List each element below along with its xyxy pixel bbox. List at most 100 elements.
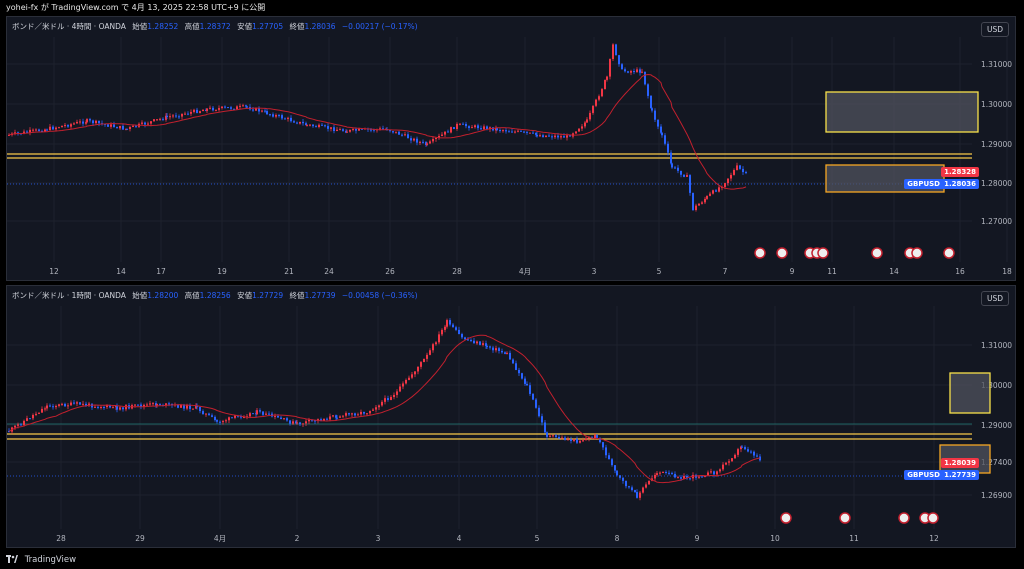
high-value: 1.28256: [199, 291, 231, 300]
candle-body: [441, 329, 443, 335]
candle-body: [262, 411, 264, 415]
candle-body: [656, 473, 658, 475]
candle-body: [727, 178, 729, 184]
economic-event-icon: [839, 512, 851, 524]
candle-body: [165, 115, 167, 120]
candle-body: [598, 96, 600, 100]
candle-body: [483, 126, 485, 130]
time-tick-label: 12: [929, 534, 939, 543]
candle-body: [674, 473, 676, 478]
candle-body: [576, 438, 578, 443]
candle-body: [85, 403, 87, 406]
time-tick-label: 21: [284, 267, 294, 276]
candle-body: [387, 398, 389, 400]
candle-body: [734, 454, 736, 459]
candle-body: [520, 130, 522, 132]
candle-body: [278, 115, 280, 117]
candle-body: [449, 320, 451, 325]
candle-body: [296, 122, 298, 124]
candle-body: [426, 143, 428, 145]
candle-body: [429, 350, 431, 355]
time-tick-label: 5: [657, 267, 662, 276]
candle-body: [355, 128, 357, 131]
economic-event-icon: [911, 247, 923, 259]
candle-body: [647, 84, 649, 96]
economic-event-icon: [943, 247, 955, 259]
candle-body: [384, 398, 386, 402]
candle-body: [641, 71, 643, 73]
candle-body: [683, 174, 685, 177]
candle-body: [564, 437, 566, 440]
candle-body: [196, 406, 198, 408]
candle-body: [573, 438, 575, 441]
candle-body: [526, 383, 528, 386]
time-tick-label: 12: [49, 267, 59, 276]
candle-body: [627, 71, 629, 73]
candle-body: [293, 121, 295, 123]
candle-body: [89, 119, 91, 121]
time-tick-label: 4月: [214, 534, 226, 543]
time-tick-label: 17: [156, 267, 166, 276]
candle-body: [447, 131, 449, 133]
symbol-label: ボンド／米ドル · 1時間 · OANDA: [12, 291, 126, 300]
candle-body: [739, 165, 741, 169]
candle-body: [698, 476, 700, 478]
candle-body: [578, 128, 580, 132]
candle-body: [144, 122, 146, 125]
candle-body: [698, 203, 700, 206]
candle-body: [661, 132, 663, 136]
candle-body: [542, 135, 544, 138]
currency-button[interactable]: USD: [980, 22, 1009, 37]
candle-body: [70, 124, 72, 127]
chart-panel-1h[interactable]: ボンド／米ドル · 1時間 · OANDA 始値1.28200 高値1.2825…: [6, 285, 1016, 548]
candle-body: [567, 439, 569, 441]
chart-panel-4h[interactable]: ボンド／米ドル · 4時間 · OANDA 始値1.28252 高値1.2837…: [6, 16, 1016, 281]
candle-body: [119, 125, 121, 129]
price-chart-4h[interactable]: 1.31000 1.30000 1.29000 1.28000 1.27000 12 14 1…: [7, 17, 1016, 281]
candle-body: [162, 118, 164, 120]
candle-body: [214, 416, 216, 421]
economic-event-icon: [754, 247, 766, 259]
candle-body: [177, 404, 179, 408]
candle-body: [358, 128, 360, 131]
candle-body: [549, 435, 551, 437]
candle-body: [261, 110, 263, 112]
candle-body: [441, 134, 443, 136]
candle-body: [523, 131, 525, 133]
candle-body: [23, 131, 25, 134]
candle-body: [532, 132, 534, 134]
candle-body: [654, 474, 656, 479]
candle-body: [287, 117, 289, 119]
currency-button[interactable]: USD: [980, 291, 1009, 306]
candle-body: [17, 132, 19, 134]
candle-body: [342, 415, 344, 417]
candle-body: [245, 105, 247, 107]
candle-body: [292, 421, 294, 424]
candle-body: [199, 406, 201, 412]
candle-body: [286, 418, 288, 421]
candle-body: [67, 125, 69, 127]
candle-body: [606, 76, 608, 80]
candle-body: [713, 471, 715, 475]
candle-body: [199, 111, 201, 113]
candle-body: [585, 438, 587, 441]
candle-body: [736, 165, 738, 170]
candle-body: [499, 130, 501, 132]
candle-body: [243, 417, 245, 419]
candle-body: [670, 152, 672, 164]
candle-body: [665, 471, 667, 473]
candle-body: [759, 456, 761, 461]
economic-event-icon: [898, 512, 910, 524]
candle-body: [134, 404, 136, 406]
high-value: 1.28372: [199, 22, 231, 31]
candle-body: [473, 340, 475, 344]
candle-body: [326, 418, 328, 420]
candle-body: [299, 121, 301, 124]
candle-body: [662, 471, 664, 473]
candle-body: [73, 402, 75, 404]
candle-body: [750, 451, 752, 453]
candle-body: [323, 418, 325, 421]
time-tick-label: 9: [695, 534, 700, 543]
candle-body: [444, 326, 446, 330]
